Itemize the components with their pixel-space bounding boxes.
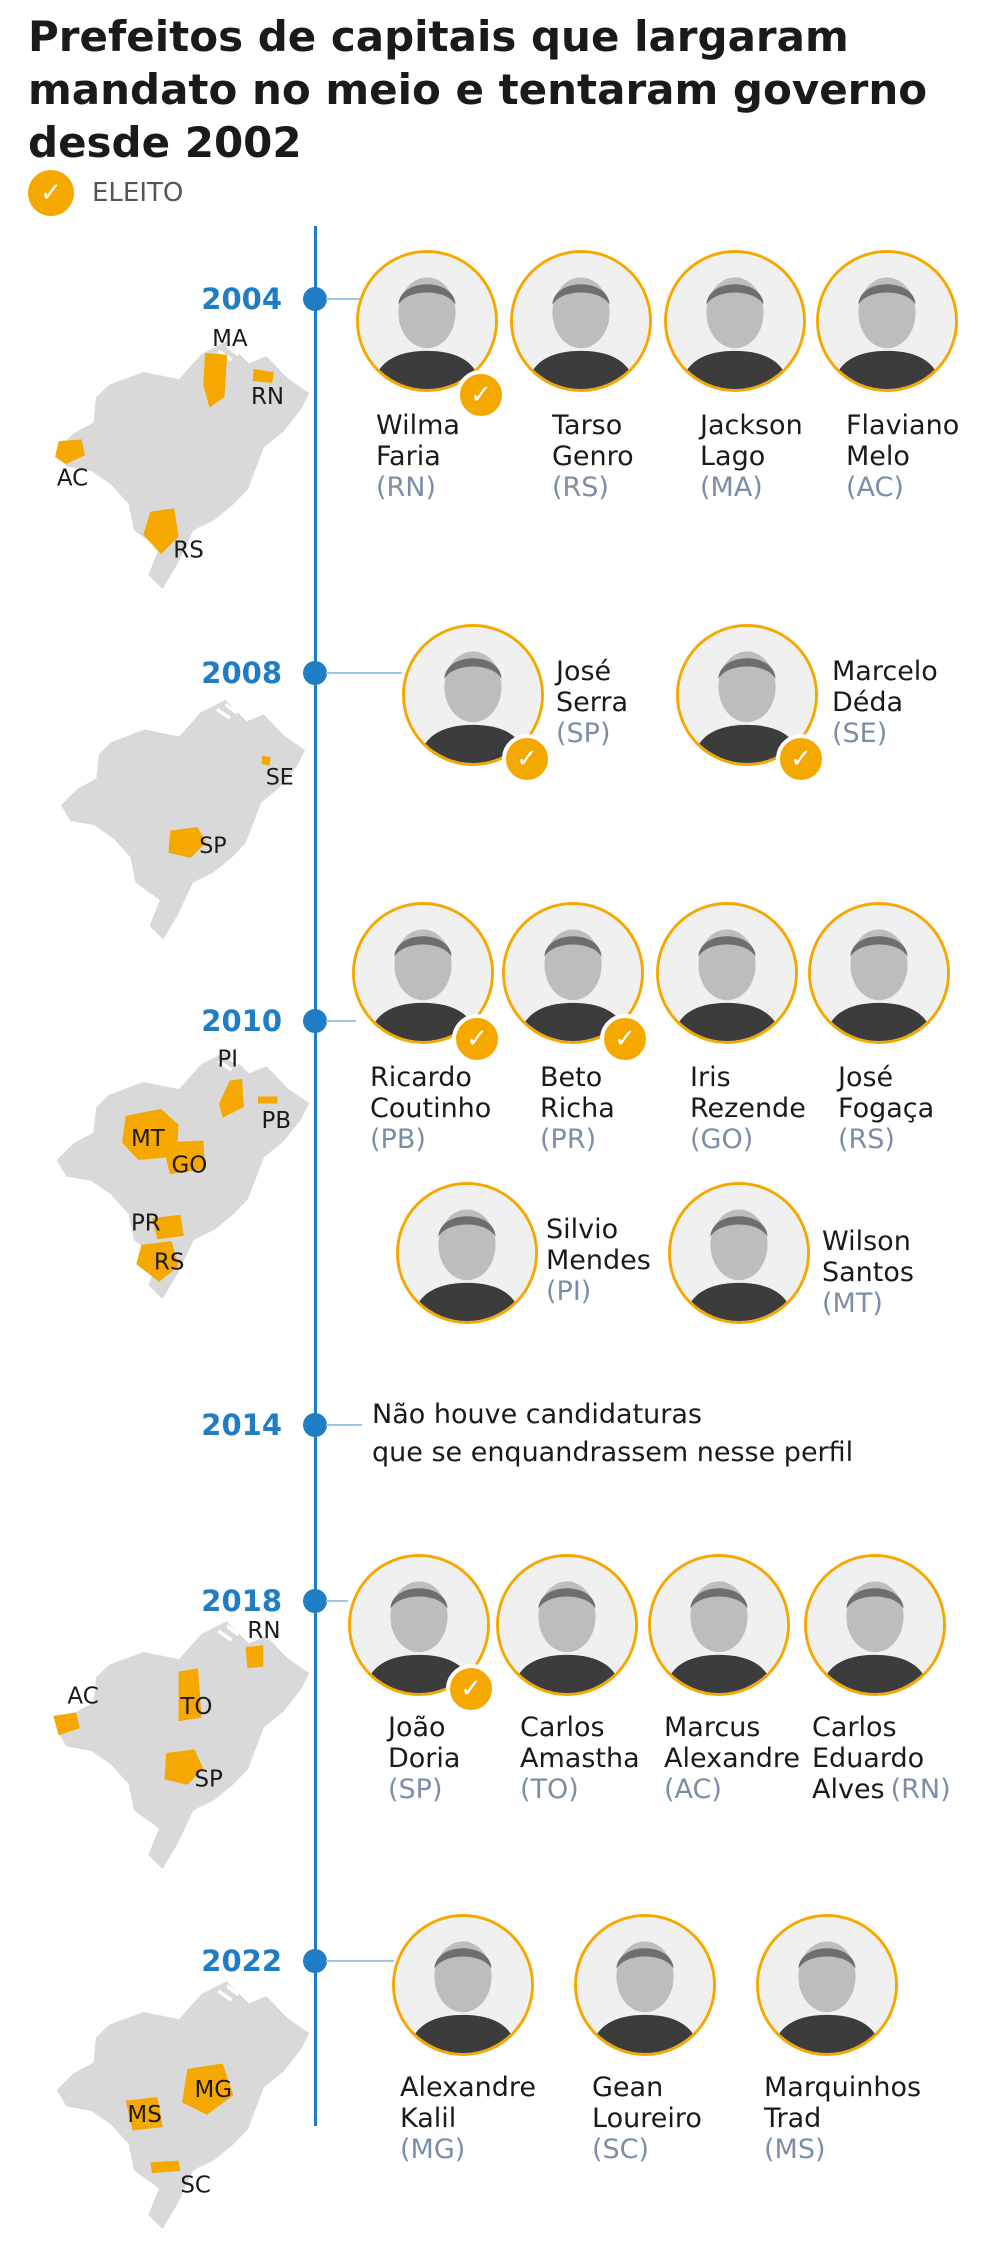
brazil-map: PI PB MT GO PR RS	[53, 1046, 313, 1303]
check-icon: ✓	[446, 1664, 496, 1714]
candidate-photo	[664, 250, 806, 392]
check-icon: ✓	[28, 170, 74, 216]
map-label: SE	[266, 765, 294, 791]
timeline-axis	[314, 226, 317, 2126]
candidate-name: Tarso Genro (RS)	[552, 410, 634, 503]
map-label: RN	[247, 1618, 280, 1644]
candidate-photo	[756, 1914, 898, 2056]
candidate-name: Iris Rezende (GO)	[690, 1062, 806, 1155]
year-label: 2004	[201, 282, 282, 316]
map-label: SP	[194, 1766, 223, 1792]
candidate-name: Wilson Santos (MT)	[822, 1226, 914, 1319]
map-label: MG	[194, 2077, 232, 2103]
candidate-name: Wilma Faria (RN)	[376, 410, 460, 503]
legend-label: ELEITO	[92, 178, 184, 208]
candidate-name: Marcelo Déda (SE)	[832, 656, 938, 749]
candidate-photo	[808, 902, 950, 1044]
legend: ✓ ELEITO	[28, 170, 183, 216]
map-label: GO	[172, 1152, 208, 1178]
candidate-photo	[574, 1914, 716, 2056]
year-label: 2014	[201, 1408, 282, 1442]
brazil-map: MA RN AC RS	[53, 326, 313, 593]
year-label: 2008	[201, 656, 282, 690]
check-icon: ✓	[452, 1014, 502, 1064]
brazil-map: RN AC TO SP	[53, 1618, 313, 1873]
candidate-photo	[496, 1554, 638, 1696]
no-candidates-note: Não houve candidaturas que se enquandras…	[372, 1399, 854, 1468]
map-label: MA	[212, 326, 248, 352]
candidate-name: Carlos Eduardo Alves (RN)	[812, 1712, 951, 1805]
map-label: PB	[262, 1108, 292, 1134]
candidate-name: Silvio Mendes (PI)	[546, 1214, 651, 1307]
check-icon: ✓	[502, 734, 552, 784]
candidate-photo	[392, 1914, 534, 2056]
map-label: PR	[131, 1211, 161, 1237]
candidate-photo	[396, 1182, 538, 1324]
connector-line	[326, 1600, 348, 1602]
map-label: RS	[173, 538, 204, 564]
candidate-photo	[356, 250, 498, 392]
year-marker	[303, 287, 327, 311]
candidate-name: João Doria (SP)	[388, 1712, 461, 1805]
candidate-photo	[648, 1554, 790, 1696]
candidate-photo	[668, 1182, 810, 1324]
candidate-name: Alexandre Kalil (MG)	[400, 2072, 537, 2165]
map-label: TO	[179, 1694, 212, 1720]
map-label: RN	[251, 384, 284, 410]
connector-line	[326, 298, 360, 300]
candidate-name: Flaviano Melo (AC)	[846, 410, 960, 503]
check-icon: ✓	[600, 1014, 650, 1064]
map-label: MS	[127, 2102, 161, 2128]
check-icon: ✓	[776, 734, 826, 784]
candidate-name: José Fogaça (RS)	[838, 1062, 935, 1155]
brazil-map: SE SP	[58, 697, 308, 943]
map-label: AC	[57, 465, 88, 491]
candidate-name: Marquinhos Trad (MS)	[764, 2072, 922, 2165]
year-marker	[303, 1009, 327, 1033]
map-label: SP	[199, 833, 226, 859]
candidate-name: Gean Loureiro (SC)	[592, 2072, 702, 2165]
connector-line	[326, 1424, 362, 1426]
brazil-map: MS MG SC	[53, 1978, 313, 2233]
candidate-name: Ricardo Coutinho (PB)	[370, 1062, 492, 1155]
year-marker	[303, 1589, 327, 1613]
candidate-name: Marcus Alexandre (AC)	[664, 1712, 801, 1805]
year-label: 2018	[201, 1584, 282, 1618]
candidate-name: José Serra (SP)	[556, 656, 629, 749]
candidate-photo	[816, 250, 958, 392]
map-label: SC	[180, 2172, 211, 2198]
map-label: AC	[67, 1684, 98, 1710]
candidate-name: Jackson Lago (MA)	[700, 410, 803, 503]
map-label: PI	[217, 1046, 238, 1072]
connector-line	[326, 1960, 394, 1962]
year-marker	[303, 1413, 327, 1437]
year-marker	[303, 1949, 327, 1973]
page-title: Prefeitos de capitais que largaram manda…	[28, 10, 968, 169]
check-icon: ✓	[456, 370, 506, 420]
map-label: MT	[131, 1126, 166, 1152]
candidate-photo	[656, 902, 798, 1044]
title-line: desde 2002	[28, 118, 302, 167]
candidate-photo	[510, 250, 652, 392]
title-line: Prefeitos de capitais que largaram	[28, 12, 849, 61]
candidate-photo	[804, 1554, 946, 1696]
map-label: RS	[154, 1249, 185, 1275]
title-line: mandato no meio e tentaram governo	[28, 65, 928, 114]
candidate-name: Beto Richa (PR)	[540, 1062, 615, 1155]
year-label: 2022	[201, 1944, 282, 1978]
year-marker	[303, 661, 327, 685]
year-label: 2010	[201, 1004, 282, 1038]
connector-line	[326, 1020, 356, 1022]
connector-line	[326, 672, 402, 674]
candidate-name: Carlos Amastha (TO)	[520, 1712, 640, 1805]
